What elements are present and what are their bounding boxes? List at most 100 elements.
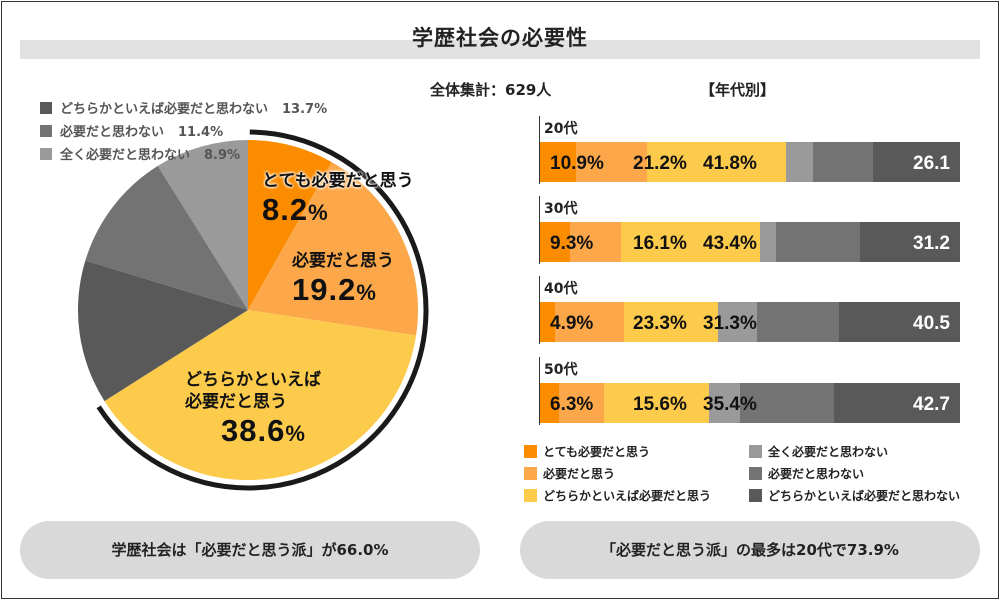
legend-item: どちらかといえば必要だと思う [524,487,711,504]
bar-segment-very-necessary [540,302,555,342]
bar-segment-not-necessary [756,302,839,342]
bar-end-label: 42.7 [913,394,950,415]
bar-value-label: 31.3% [703,313,757,334]
stacked-bar: 10.9% 21.2% 41.8% 26.1 [540,142,960,182]
bar-segment-necessary [554,302,625,342]
bar-segment-not-at-all-necessary [717,302,757,342]
bar-segment-somewhat-necessary [647,142,787,182]
bar-segment-not-necessary [776,222,861,262]
bar-value-label: 35.4% [703,394,757,415]
pie-legend-item: 全く必要だと思わない 8.9% [40,144,240,163]
legend-pct: 11.4% [178,125,224,140]
bar-value-label: 10.9% [550,153,604,174]
bar-value-label: 16.1% [633,233,687,254]
bar-segment-somewhat-necessary [604,383,709,423]
summary-left: 学歴社会は「必要だと思う派」が66.0% [20,521,480,579]
pie-label-text: 必要だと思う [185,392,287,412]
bar-segment-very-necessary [540,222,570,262]
legend-label: どちらかといえば必要だと思わない [60,102,269,117]
bar-value-label: 21.2% [633,153,687,174]
pie-label-text: 必要だと思う [292,251,394,271]
age-label: 40代 [544,281,578,297]
pie-label-text: とても必要だと思う [262,171,414,191]
legend-item: 必要だと思う [524,465,615,482]
legend-swatch [749,445,762,458]
bar-segment-somewhat-not-necessary [838,302,960,342]
summary-right: 「必要だと思う派」の最多は20代で73.9% [520,521,980,579]
bar-segment-necessary [576,142,647,182]
axis-line [539,357,540,425]
pie-slice-somewhat-not-necessary [77,260,248,402]
necessary-share-arc [96,129,429,491]
bar-segment-necessary [569,222,622,262]
legend-swatch [40,102,52,114]
legend-label: 必要だと思う [543,467,616,481]
bar-end-label: 26.1 [913,153,950,174]
bar-value-label: 43.4% [703,233,757,254]
bar-segment-somewhat-necessary [621,222,761,262]
bar-segment-not-necessary [813,142,873,182]
chart-title: 学歴社会の必要性 [412,26,588,50]
pie-label-text: どちらかといえば [185,370,321,390]
bar-segment-somewhat-necessary [624,302,718,342]
bar-segment-somewhat-not-necessary [834,383,960,423]
bar-value-label: 41.8% [703,153,757,174]
bar-value-label: 23.3% [633,313,687,334]
legend-item: 全く必要だと思わない [749,443,888,460]
pie-label-value: 38.6% [221,413,306,448]
bar-value-label: 4.9% [550,313,594,334]
bar-end-label: 40.5 [913,313,950,334]
pie-slice-not-necessary [85,165,248,310]
legend-swatch [40,125,52,137]
bar-segment-very-necessary [540,142,577,182]
legend-swatch [524,445,537,458]
legend-swatch [749,489,762,502]
bar-segment-very-necessary [540,383,559,423]
legend-swatch [40,148,52,160]
pie-label-very-necessary: とても必要だと思う 8.2% [262,170,414,228]
pie-label-value: 19.2% [292,272,377,307]
legend-label: どちらかといえば必要だと思う [543,489,712,503]
legend-label: 全く必要だと思わない [768,445,889,459]
title-band [20,40,980,59]
age-label: 50代 [544,362,578,378]
total-count: 全体集計：629人 [430,81,552,99]
by-age-title: 【年代別】 [700,81,776,99]
axis-line [539,196,540,264]
pie-slice-necessary [248,162,419,336]
legend-label: 全く必要だと思わない [60,148,191,163]
stacked-bar: 4.9% 23.3% 31.3% 40.5 [540,302,960,342]
pie-label-necessary: 必要だと思う 19.2% [292,250,394,308]
bar-segment-somewhat-not-necessary [860,222,960,262]
age-label: 20代 [544,121,578,137]
age-label: 30代 [544,201,578,217]
bar-segment-not-at-all-necessary [760,222,777,262]
legend-swatch [749,467,762,480]
bar-segment-not-necessary [739,383,835,423]
legend-pct: 8.9% [204,148,241,163]
bar-segment-somewhat-not-necessary [873,142,960,182]
bar-segment-not-at-all-necessary [708,383,740,423]
pie-label-value: 8.2% [262,192,329,227]
bar-segment-necessary [558,383,605,423]
pie-legend-item: どちらかといえば必要だと思わない 13.7% [40,98,327,117]
stacked-bar: 6.3% 15.6% 35.4% 42.7 [540,383,960,423]
axis-line [539,276,540,344]
legend-item: どちらかといえば必要だと思わない [749,487,960,504]
legend-item: 必要だと思わない [749,465,864,482]
bar-end-label: 31.2 [913,233,950,254]
legend-label: どちらかといえば必要だと思わない [768,489,961,503]
pie-label-somewhat-necessary: どちらかといえば 必要だと思う 38.6% [185,369,321,449]
pie-slice-very-necessary [248,140,332,310]
legend-pct: 13.7% [282,102,328,117]
axis-line [539,116,540,184]
legend-item: とても必要だと思う [524,443,650,460]
pie-slice-not-at-all-necessary [157,140,248,310]
stacked-bar: 9.3% 16.1% 43.4% 31.2 [540,222,960,262]
bar-segment-not-at-all-necessary [786,142,813,182]
bar-value-label: 6.3% [550,394,594,415]
legend-label: とても必要だと思う [543,445,651,459]
legend-swatch [524,489,537,502]
legend-label: 必要だと思わない [768,467,865,481]
